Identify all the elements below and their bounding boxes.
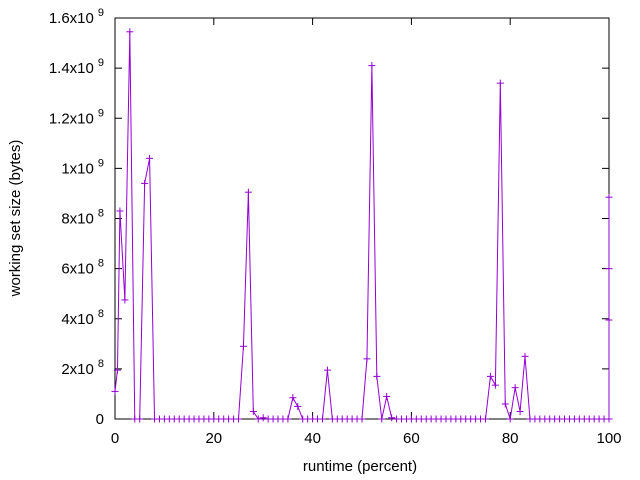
y-tick-label: 1.6x10 9 <box>49 7 104 27</box>
series-line <box>114 31 610 420</box>
data-point <box>121 296 129 304</box>
y-axis: 0 2x10 8 4x10 8 6x10 8 8x10 8 1x10 9 1.2x10 9 1.4x10 9… <box>49 7 609 428</box>
data-point <box>378 415 386 423</box>
x-tick-label: 40 <box>304 430 321 447</box>
data-point <box>284 415 292 423</box>
data-point <box>318 415 326 423</box>
y-tick-label: 1.4x10 9 <box>49 57 104 77</box>
data-point <box>486 372 494 380</box>
data-point <box>496 79 504 87</box>
x-axis-label: runtime (percent) <box>303 458 417 475</box>
data-point <box>605 193 613 201</box>
data-point <box>323 366 331 374</box>
data-point <box>254 415 262 423</box>
data-point <box>521 352 529 360</box>
data-point <box>294 402 302 410</box>
data-point <box>373 372 381 380</box>
y-tick-label: 8x10 8 <box>61 208 104 228</box>
x-tick-label: 100 <box>596 430 621 447</box>
y-tick-label: 2x10 8 <box>61 358 104 378</box>
data-point <box>383 392 391 400</box>
data-point <box>136 415 144 423</box>
data-point <box>605 316 613 324</box>
data-point <box>239 342 247 350</box>
data-point <box>388 414 396 422</box>
plot-frame <box>114 17 610 420</box>
data-point <box>605 265 613 273</box>
data-point <box>259 414 267 422</box>
data-point <box>141 179 149 187</box>
data-point <box>146 154 154 162</box>
y-axis-label: working set size (bytes) <box>7 140 24 298</box>
x-tick-label: 80 <box>502 430 519 447</box>
series-markers <box>111 28 613 423</box>
x-tick-label: 20 <box>205 430 222 447</box>
data-point <box>506 415 514 423</box>
data-point <box>358 415 366 423</box>
y-tick-label: 1x10 9 <box>61 157 104 177</box>
data-point <box>113 366 121 374</box>
data-point <box>249 407 257 415</box>
y-tick-label: 0 <box>96 411 104 428</box>
data-point <box>111 387 119 395</box>
x-tick-label: 60 <box>403 430 420 447</box>
data-point <box>605 415 613 423</box>
data-point <box>244 188 252 196</box>
y-tick-label: 4x10 8 <box>61 308 104 328</box>
data-point <box>289 394 297 402</box>
y-tick-label: 1.2x10 9 <box>49 107 104 127</box>
data-point <box>126 28 134 36</box>
data-point <box>511 384 519 392</box>
data-point <box>501 400 509 408</box>
data-point <box>363 355 371 363</box>
x-axis: 0 20 40 60 80 100 <box>111 18 622 447</box>
data-point <box>235 415 242 423</box>
data-point <box>368 62 376 70</box>
data-point <box>116 207 124 215</box>
data-point <box>491 381 499 389</box>
data-point <box>482 415 489 423</box>
y-tick-label: 6x10 8 <box>61 258 104 278</box>
x-tick-label: 0 <box>111 430 119 447</box>
data-point <box>516 407 524 415</box>
